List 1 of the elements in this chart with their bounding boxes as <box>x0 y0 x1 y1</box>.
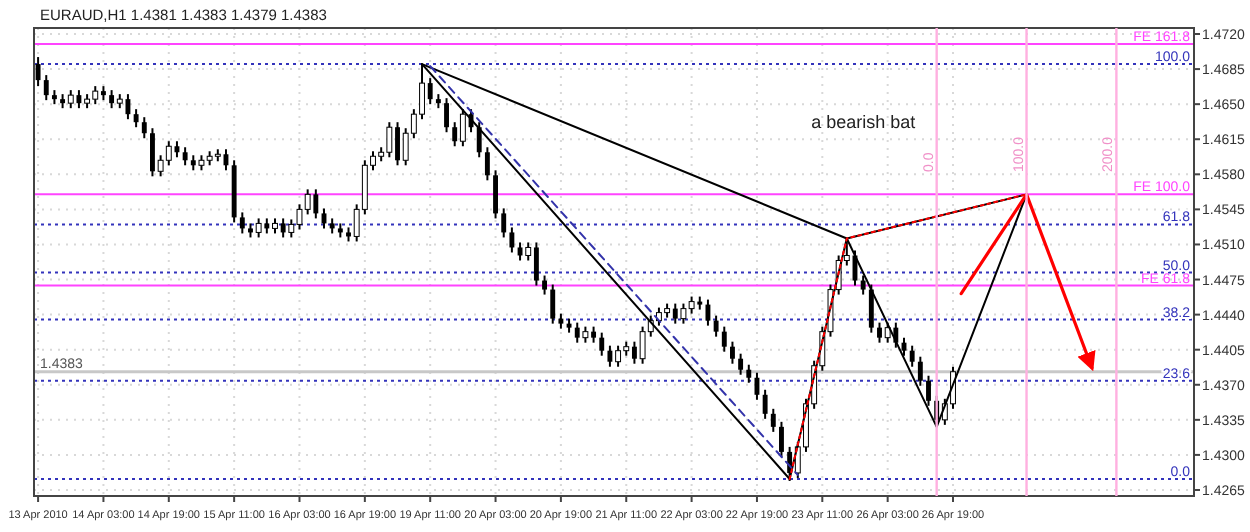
annotation: a bearish bat <box>811 112 917 132</box>
